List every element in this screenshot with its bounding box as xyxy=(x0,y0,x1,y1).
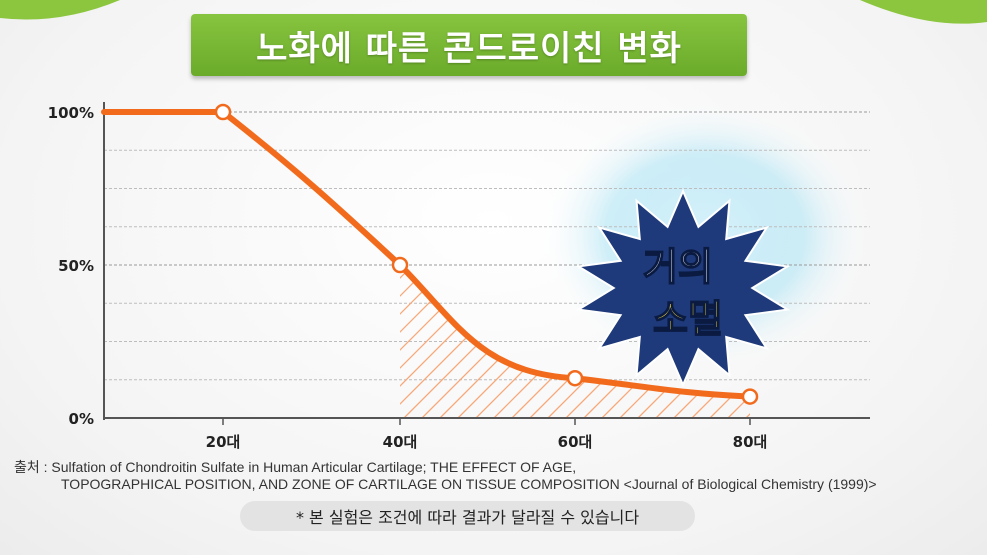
data-point-40 xyxy=(391,256,409,274)
hatch-line xyxy=(400,265,455,418)
x-tick-label: 40대 xyxy=(383,433,418,451)
hatch-line xyxy=(400,265,707,418)
x-tick-label: 60대 xyxy=(558,433,593,451)
hatch-line xyxy=(421,265,743,418)
hatch-line xyxy=(400,265,689,418)
hatch-line xyxy=(400,265,545,418)
source-line-2: TOPOGRAPHICAL POSITION, AND ZONE OF CART… xyxy=(61,476,877,492)
hatch-line xyxy=(400,265,437,418)
hatch-line xyxy=(400,265,473,418)
chart-title: 노화에 따른 콘드로이친 변화 xyxy=(256,28,682,69)
hatch-line xyxy=(400,265,491,418)
x-tick-label: 80대 xyxy=(733,433,768,451)
series-line xyxy=(101,109,753,400)
hatch-line xyxy=(400,265,401,418)
hatch-line xyxy=(400,265,671,418)
hatch-line xyxy=(400,265,527,418)
hatch-line xyxy=(400,265,509,418)
source-citation: 출처 : Sulfation of Chondroitin Sulfate in… xyxy=(14,459,974,493)
title-banner: 노화에 따른 콘드로이친 변화 xyxy=(191,14,747,76)
y-tick-label: 100% xyxy=(48,104,94,122)
hatch-line xyxy=(439,265,750,418)
hatch-line xyxy=(403,265,725,418)
source-line-1: 출처 : Sulfation of Chondroitin Sulfate in… xyxy=(14,459,577,475)
data-point-20 xyxy=(214,103,232,121)
x-tick-label: 20대 xyxy=(206,433,241,451)
y-tick-label: 50% xyxy=(58,257,94,275)
starburst-badge xyxy=(575,188,791,388)
data-point-80 xyxy=(741,388,759,405)
badge-text-line-1: 거의 xyxy=(643,245,713,289)
badge-text-line-2: 소멸 xyxy=(653,297,723,341)
hatch-line xyxy=(400,265,419,418)
disclaimer-note: * 본 실험은 조건에 따라 결과가 달라질 수 있습니다 xyxy=(240,501,695,531)
data-point-60 xyxy=(566,369,584,387)
y-tick-label: 0% xyxy=(69,410,94,428)
